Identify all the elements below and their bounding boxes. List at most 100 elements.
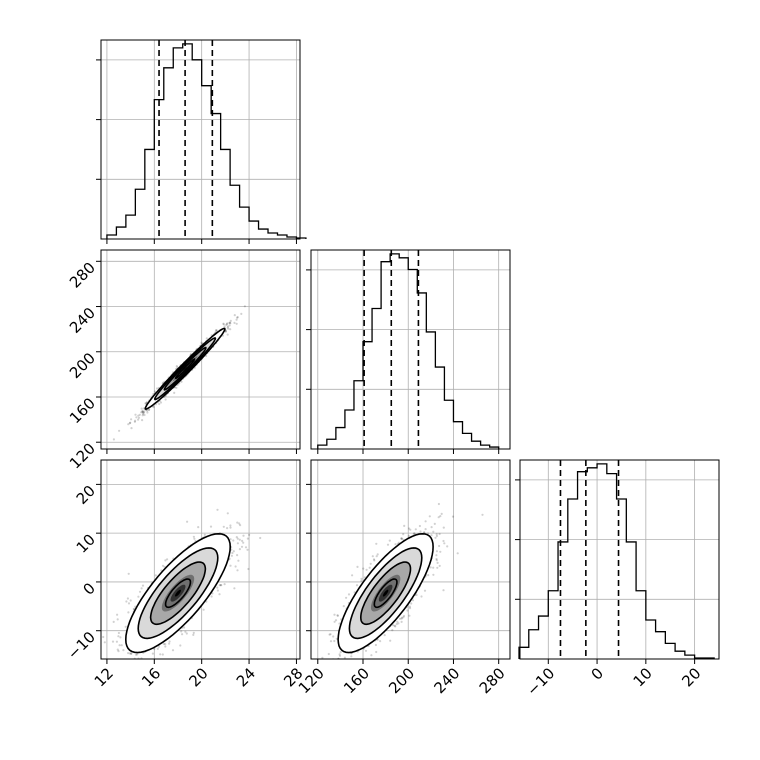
- scatter-point: [407, 534, 410, 538]
- scatter-point: [116, 613, 119, 616]
- scatter-point: [438, 532, 441, 536]
- scatter-point: [156, 647, 159, 651]
- scatter-point: [128, 422, 131, 425]
- scatter-point: [355, 584, 359, 587]
- scatter-point: [184, 630, 187, 633]
- scatter-point: [224, 330, 227, 333]
- scatter-point: [151, 652, 154, 655]
- scatter-point: [186, 520, 189, 523]
- scatter-point: [142, 411, 145, 414]
- scatter-point: [168, 640, 171, 643]
- scatter-point: [233, 321, 236, 324]
- scatter-point: [193, 537, 196, 540]
- scatter-point: [239, 524, 242, 527]
- scatter-point: [236, 521, 239, 524]
- scatter-point: [434, 536, 437, 539]
- scatter-point: [391, 629, 394, 632]
- scatter-point: [164, 559, 167, 562]
- panel-frame: [100, 39, 301, 240]
- scatter-point: [408, 607, 412, 610]
- scatter-point: [218, 584, 221, 587]
- scatter-point: [432, 566, 435, 569]
- scatter-point: [226, 325, 230, 328]
- scatter-point: [127, 572, 130, 575]
- scatter-point: [396, 620, 399, 623]
- scatter-point: [219, 584, 222, 587]
- scatter-point: [141, 414, 144, 417]
- panel-background: [101, 40, 300, 239]
- scatter-point: [419, 530, 422, 533]
- scatter-point: [415, 593, 418, 597]
- scatter-point: [218, 593, 221, 596]
- scatter-point: [235, 322, 238, 325]
- scatter-point: [402, 616, 405, 619]
- scatter-point: [205, 337, 208, 340]
- scatter-point: [143, 413, 146, 417]
- scatter-point: [238, 522, 241, 525]
- scatter-point: [211, 592, 214, 595]
- scatter-point: [227, 327, 230, 330]
- scatter-point: [171, 649, 175, 652]
- scatter-point: [203, 533, 206, 536]
- scatter-point: [365, 568, 368, 571]
- scatter-point: [397, 622, 400, 625]
- scatter-point: [141, 584, 145, 587]
- scatter-point: [411, 599, 415, 602]
- scatter-point: [259, 536, 262, 540]
- panel-frame: [100, 459, 301, 660]
- scatter-point: [238, 548, 241, 551]
- scatter-point: [247, 567, 250, 571]
- scatter-point: [401, 537, 404, 541]
- scatter-point: [456, 552, 459, 555]
- scatter-point: [371, 555, 374, 558]
- scatter-point: [389, 639, 392, 642]
- contour-line-2: [163, 346, 207, 391]
- scatter-point: [166, 558, 169, 561]
- scatter-point: [336, 614, 339, 617]
- scatter-point: [439, 550, 442, 553]
- scatter-point: [406, 609, 409, 612]
- scatter-point: [137, 418, 140, 421]
- scatter-point: [147, 408, 151, 411]
- scatter-point: [164, 643, 167, 646]
- scatter-point: [379, 640, 382, 643]
- scatter-point: [192, 633, 195, 637]
- scatter-point: [428, 515, 431, 518]
- scatter-point: [164, 398, 167, 401]
- scatter-point: [375, 650, 378, 654]
- scatter-point: [209, 525, 213, 528]
- scatter-point: [229, 319, 232, 322]
- scatter-point: [437, 516, 440, 519]
- scatter-point: [141, 411, 144, 414]
- scatter-point: [117, 631, 120, 635]
- scatter-point: [236, 537, 239, 540]
- scatter-point: [328, 633, 331, 636]
- scatter-point: [370, 654, 373, 657]
- scatter-point: [159, 401, 163, 404]
- scatter-point: [214, 329, 218, 332]
- scatter-point: [164, 645, 167, 648]
- scatter-point: [226, 322, 229, 325]
- scatter-point: [118, 429, 121, 432]
- scatter-point: [120, 644, 123, 647]
- scatter-point: [423, 589, 427, 592]
- contour-line-3: [373, 578, 398, 609]
- scatter-point: [438, 564, 441, 568]
- scatter-point: [423, 531, 426, 534]
- panel-frame: [100, 249, 301, 450]
- histogram-panel-1: [306, 249, 511, 454]
- scatter-point: [429, 566, 432, 569]
- scatter-point: [430, 534, 433, 537]
- scatter-point: [130, 652, 133, 655]
- scatter-point: [414, 528, 417, 531]
- scatter-point: [175, 386, 178, 389]
- histogram-step-1: [317, 253, 500, 449]
- scatter-point: [216, 589, 219, 592]
- scatter-point: [433, 522, 436, 526]
- scatter-point: [342, 605, 345, 608]
- scatter-point: [180, 630, 183, 633]
- contour-line-1: [153, 337, 217, 401]
- scatter-point: [395, 623, 398, 626]
